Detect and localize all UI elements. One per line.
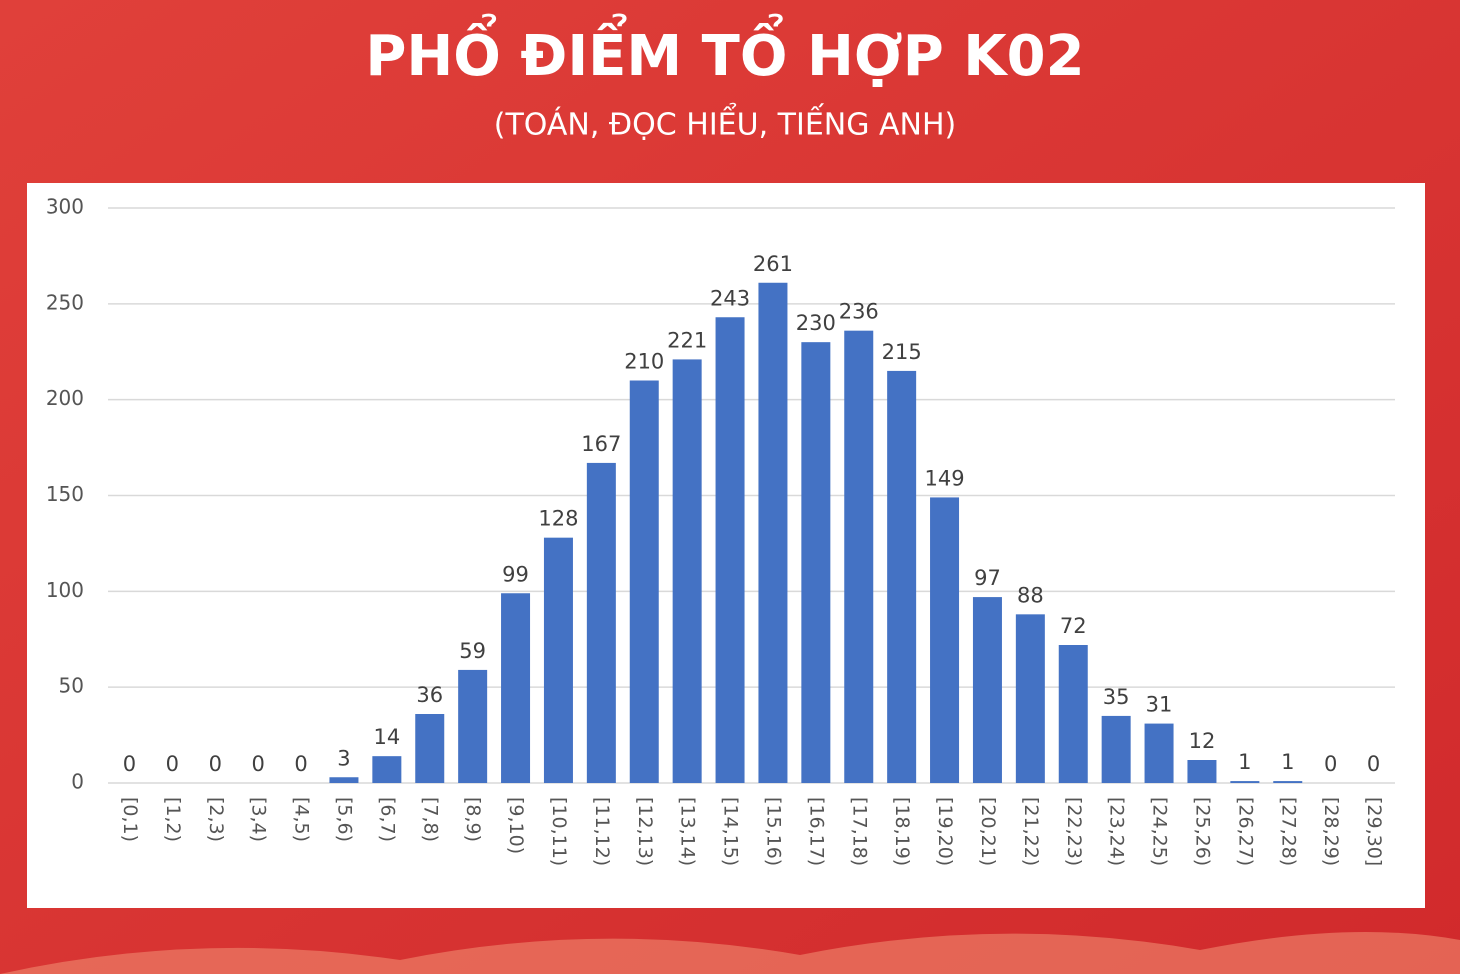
bar <box>372 756 402 783</box>
y-tick-label: 150 <box>46 482 84 506</box>
bar <box>801 342 831 783</box>
x-tick-label: [11,12) <box>591 797 613 866</box>
bar <box>543 537 573 783</box>
data-label: 1 <box>1281 750 1294 774</box>
x-tick-label: [10,11) <box>548 797 570 866</box>
x-tick-label: [5,6) <box>333 797 355 842</box>
x-tick-label: [15,16) <box>762 797 784 866</box>
data-label: 0 <box>209 752 222 776</box>
x-tick-label: [19,20) <box>934 797 956 866</box>
y-tick-label: 0 <box>71 770 84 794</box>
bar <box>458 669 488 783</box>
chart-subtitle: (TOÁN, ĐỌC HIỂU, TIẾNG ANH) <box>494 102 956 143</box>
bar <box>672 359 702 783</box>
bar <box>887 370 917 783</box>
x-tick-label: [21,22) <box>1020 797 1042 866</box>
data-label: 0 <box>166 752 179 776</box>
bar <box>415 714 445 783</box>
x-tick-label: [2,3) <box>205 797 227 842</box>
data-label: 0 <box>123 752 136 776</box>
x-tick-label: [7,8) <box>419 797 441 842</box>
data-label: 3 <box>337 746 350 770</box>
data-label: 167 <box>581 432 621 456</box>
y-tick-label: 300 <box>46 195 84 219</box>
x-tick-label: [6,7) <box>376 797 398 842</box>
x-tick-label: [1,2) <box>162 797 184 842</box>
x-tick-label: [25,26) <box>1191 797 1213 866</box>
data-label: 88 <box>1017 583 1044 607</box>
x-tick-label: [14,15) <box>720 797 742 866</box>
x-tick-label: [24,25) <box>1149 797 1171 866</box>
y-tick-label: 50 <box>59 674 84 698</box>
bar <box>1058 645 1088 783</box>
data-label: 0 <box>294 752 307 776</box>
data-label: 0 <box>251 752 264 776</box>
chart-title: PHỔ ĐIỂM TỔ HỢP K02 <box>365 15 1084 89</box>
bar <box>715 317 745 783</box>
x-tick-label: [4,5) <box>291 797 313 842</box>
data-label: 0 <box>1324 752 1337 776</box>
x-tick-label: [13,14) <box>677 797 699 866</box>
bar <box>586 462 616 783</box>
x-tick-label: [18,19) <box>891 797 913 866</box>
data-label: 236 <box>839 300 879 324</box>
data-label: 210 <box>624 350 664 374</box>
x-tick-label: [20,21) <box>977 797 999 866</box>
x-tick-label: [3,4) <box>248 797 270 842</box>
data-label: 215 <box>882 340 922 364</box>
data-label: 36 <box>416 683 443 707</box>
bar <box>329 777 359 783</box>
data-label: 14 <box>373 725 400 749</box>
data-label: 230 <box>796 311 836 335</box>
bar <box>1101 715 1131 783</box>
y-tick-label: 100 <box>46 578 84 602</box>
x-tick-label: [17,18) <box>848 797 870 866</box>
data-label: 31 <box>1146 693 1173 717</box>
x-tick-label: [9,10) <box>505 797 527 854</box>
x-tick-label: [16,17) <box>805 797 827 866</box>
data-label: 1 <box>1238 750 1251 774</box>
x-tick-label: [27,28) <box>1277 797 1299 866</box>
y-tick-label: 250 <box>46 290 84 314</box>
data-label: 221 <box>667 328 707 352</box>
x-tick-label: [26,27) <box>1234 797 1256 866</box>
x-tick-label: [28,29) <box>1320 797 1342 866</box>
data-label: 12 <box>1189 729 1216 753</box>
data-label: 35 <box>1103 685 1130 709</box>
bar <box>1015 614 1045 783</box>
data-label: 59 <box>459 639 486 663</box>
data-label: 97 <box>974 566 1001 590</box>
x-tick-label: [12,13) <box>634 797 656 866</box>
bar <box>930 497 960 783</box>
bar <box>1187 760 1217 783</box>
bar <box>844 330 874 783</box>
x-tick-label: [22,23) <box>1063 797 1085 866</box>
data-label: 72 <box>1060 614 1087 638</box>
data-label: 149 <box>925 466 965 490</box>
data-label: 261 <box>753 252 793 276</box>
x-tick-label: [23,24) <box>1106 797 1128 866</box>
x-tick-label: [29,30] <box>1363 797 1385 866</box>
bar <box>1273 781 1303 783</box>
x-tick-label: [0,1) <box>119 797 141 842</box>
data-label: 0 <box>1367 752 1380 776</box>
data-label: 128 <box>538 507 578 531</box>
decoration <box>0 932 1460 974</box>
data-label: 243 <box>710 286 750 310</box>
data-label: 99 <box>502 562 529 586</box>
bar <box>629 380 659 783</box>
bar <box>972 597 1002 783</box>
y-tick-label: 200 <box>46 386 84 410</box>
x-tick-label: [8,9) <box>462 797 484 842</box>
bar <box>1144 723 1174 783</box>
bar <box>501 593 531 783</box>
bar <box>758 282 788 783</box>
bar <box>1230 781 1260 783</box>
